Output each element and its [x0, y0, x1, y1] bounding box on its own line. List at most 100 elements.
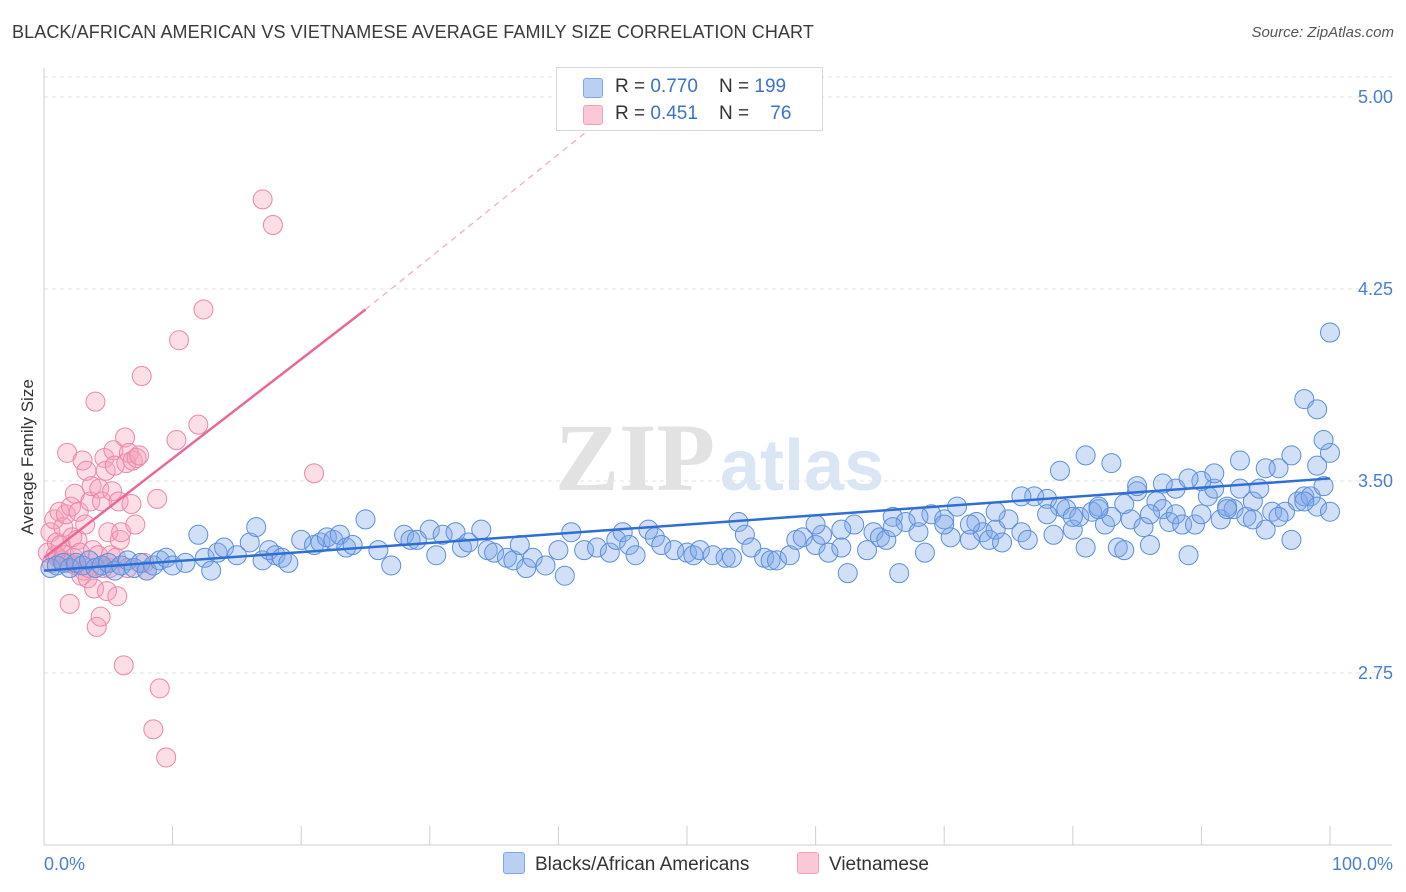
vietnamese-trend-line — [43, 308, 367, 559]
bottom-legend-blacks: Blacks/African Americans — [503, 852, 749, 876]
blacks-point — [792, 527, 813, 548]
legend-swatch-pink — [583, 105, 603, 125]
blacks-point — [1217, 499, 1238, 520]
vietnamese-point — [97, 581, 118, 602]
blacks-point — [1281, 445, 1302, 466]
blacks-point — [554, 565, 575, 586]
blacks-point — [342, 535, 363, 555]
blacks-point — [355, 509, 376, 530]
blacks-point — [1011, 522, 1032, 543]
blacks-point — [1313, 476, 1334, 497]
vietnamese-point — [188, 414, 209, 435]
series-vietnamese — [37, 189, 325, 768]
blacks-point — [767, 550, 788, 571]
blacks-point — [715, 547, 736, 568]
blacks-point — [1178, 468, 1199, 489]
blacks-point — [1242, 491, 1263, 512]
blacks-point — [1223, 499, 1244, 520]
bottom-legend-pink-label: Vietnamese — [829, 854, 929, 875]
blacks-point — [175, 552, 196, 573]
blacks-point — [1114, 494, 1135, 515]
blacks-point — [651, 535, 672, 555]
vietnamese-point — [125, 514, 146, 535]
vietnamese-point — [156, 747, 177, 768]
blacks-point — [1307, 496, 1328, 517]
legend-n-value: 199 — [754, 76, 787, 97]
vietnamese-point — [252, 189, 273, 210]
blacks-point — [1287, 491, 1308, 512]
source-credit: Source: ZipAtlas.com — [1251, 24, 1394, 41]
legend-n-label: N = — [719, 76, 755, 97]
blacks-point — [985, 501, 1006, 522]
blacks-point — [638, 519, 659, 540]
x-tick-label-min: 0.0% — [44, 854, 85, 874]
blacks-point — [1242, 509, 1263, 530]
blacks-point — [1069, 506, 1090, 527]
vietnamese-point — [68, 501, 89, 522]
blacks-point — [1062, 506, 1083, 527]
vietnamese-point — [115, 427, 136, 448]
y-tick-label: 4.25 — [1358, 279, 1393, 299]
y-tick-label: 3.50 — [1358, 471, 1393, 491]
blacks-point — [972, 522, 993, 543]
vietnamese-point — [143, 719, 164, 740]
bottom-legend-vietnamese: Vietnamese — [797, 852, 929, 876]
blacks-point — [1268, 506, 1289, 527]
vietnamese-point — [91, 491, 112, 512]
blacks-point — [1165, 504, 1186, 525]
trend-lines — [43, 70, 1331, 572]
vietnamese-point — [109, 529, 130, 550]
y-tick-label: 5.00 — [1358, 87, 1393, 107]
watermark-atlas: atlas — [720, 426, 884, 506]
vietnamese-point — [107, 586, 128, 607]
vietnamese-point — [77, 568, 98, 589]
blacks-point — [1152, 499, 1173, 520]
vietnamese-point — [85, 391, 106, 412]
blacks-point — [291, 529, 312, 550]
stats-legend: R = 0.770 N = 199 R = 0.451 N = 76 — [556, 67, 823, 131]
blacks-point — [188, 524, 209, 545]
blacks-point — [1011, 486, 1032, 507]
blacks-point — [612, 522, 633, 543]
blacks-point — [1255, 458, 1276, 479]
legend-r-label: R = — [615, 103, 651, 124]
blacks-point — [458, 532, 479, 553]
blacks-point — [889, 563, 910, 584]
blacks-point — [734, 524, 755, 545]
blacks-point — [619, 535, 640, 555]
blacks-point — [805, 535, 826, 555]
bottom-swatch-blue — [503, 852, 525, 874]
blacks-point — [908, 506, 929, 527]
blacks-point — [201, 560, 222, 581]
vietnamese-point — [131, 366, 152, 387]
blacks-point — [574, 540, 595, 561]
blacks-point — [451, 537, 472, 558]
blacks-point — [1204, 478, 1225, 499]
blacks-point — [1184, 514, 1205, 535]
blacks-point — [1088, 499, 1109, 520]
blacks-point — [760, 550, 781, 571]
blacks-point — [548, 540, 569, 561]
blacks-point — [503, 550, 524, 571]
vietnamese-point — [166, 430, 187, 451]
grid-lines — [44, 76, 1392, 674]
blacks-point — [1320, 501, 1340, 522]
watermark-zip: ZIP — [555, 404, 715, 511]
blacks-point — [1101, 453, 1122, 474]
blacks-point — [1133, 517, 1154, 538]
blacks-point — [998, 509, 1019, 530]
vietnamese-point — [81, 476, 102, 497]
y-tick-labels: 2.75 3.50 4.25 5.00 — [1358, 87, 1393, 683]
blacks-point — [940, 527, 961, 548]
vietnamese-point — [122, 450, 143, 471]
vietnamese-point — [86, 616, 107, 637]
bottom-legend-blue-label: Blacks/African Americans — [535, 854, 750, 875]
blacks-point — [1191, 504, 1212, 525]
blacks-point — [1075, 445, 1096, 466]
blacks-point — [882, 506, 903, 527]
bottom-swatch-pink — [797, 852, 819, 874]
blacks-point — [535, 555, 556, 576]
blacks-point — [831, 519, 852, 540]
legend-r-value: 0.770 — [650, 76, 698, 97]
